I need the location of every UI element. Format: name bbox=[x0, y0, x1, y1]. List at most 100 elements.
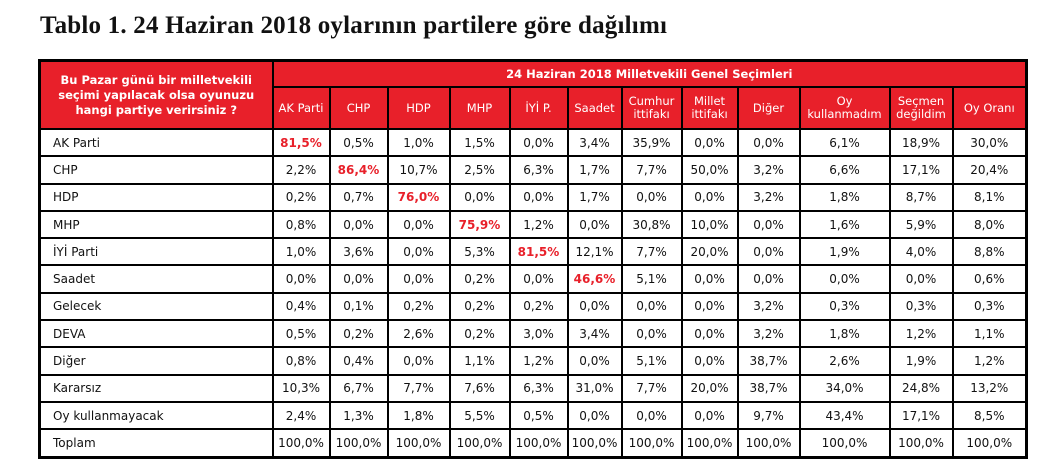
table-cell: 1,2% bbox=[951, 346, 1028, 376]
table-cell: 7,6% bbox=[448, 373, 511, 403]
table-cell: 43,4% bbox=[798, 400, 891, 431]
table-cell: 5,9% bbox=[888, 209, 954, 240]
column-header: CHP bbox=[328, 86, 389, 130]
table-cell: 3,6% bbox=[328, 237, 389, 267]
table-cell: 38,7% bbox=[736, 346, 801, 376]
table-cell: 0,0% bbox=[736, 264, 801, 294]
table-cell: 1,0% bbox=[386, 127, 451, 158]
table-cell: 10,7% bbox=[386, 155, 451, 185]
table-row: CHP 2,2% 86,4% 10,7% 2,5% 6,3% 1,7% 7,7% 50,0% 3,… bbox=[38, 155, 1028, 185]
table-cell: 100,0% bbox=[448, 428, 511, 459]
table-cell: 0,0% bbox=[736, 127, 801, 158]
table-cell: 7,7% bbox=[386, 373, 451, 403]
table-cell: 3,2% bbox=[736, 182, 801, 212]
row-label: CHP bbox=[38, 155, 274, 185]
table-cell: 0,3% bbox=[951, 291, 1028, 322]
table-cell: 6,3% bbox=[508, 373, 569, 403]
table-cell: 0,4% bbox=[328, 346, 389, 376]
column-header: Millet ittifakı bbox=[680, 86, 739, 130]
table-cell: 0,0% bbox=[736, 237, 801, 267]
table-cell: 1,1% bbox=[448, 346, 511, 376]
table-cell: 0,0% bbox=[620, 400, 683, 431]
table-cell: 5,5% bbox=[448, 400, 511, 431]
table-cell: 0,0% bbox=[620, 291, 683, 322]
table-row: AK Parti 81,5% 0,5% 1,0% 1,5% 0,0% 3,4% 35,9% 0,… bbox=[38, 127, 1028, 158]
table-cell: 0,2% bbox=[448, 291, 511, 322]
table-cell: 0,2% bbox=[448, 264, 511, 294]
table-cell: 7,7% bbox=[620, 155, 683, 185]
table-cell: 20,4% bbox=[951, 155, 1028, 185]
column-header: İYİ P. bbox=[508, 86, 569, 130]
table-cell: 100,0% bbox=[386, 428, 451, 459]
column-header: Oy Oranı bbox=[951, 86, 1028, 130]
table-cell: 6,3% bbox=[508, 155, 569, 185]
column-header: MHP bbox=[448, 86, 511, 130]
table-cell: 0,3% bbox=[798, 291, 891, 322]
table-cell: 0,3% bbox=[888, 291, 954, 322]
table-cell: 2,4% bbox=[271, 400, 331, 431]
table-cell: 0,0% bbox=[680, 346, 739, 376]
table-cell: 1,7% bbox=[566, 182, 623, 212]
table-cell: 0,0% bbox=[680, 264, 739, 294]
table-cell: 3,2% bbox=[736, 155, 801, 185]
table-cell: 0,5% bbox=[271, 319, 331, 349]
table-row: Toplam 100,0% 100,0% 100,0% 100,0% 100,0% 100,… bbox=[38, 428, 1028, 459]
table-cell: 34,0% bbox=[798, 373, 891, 403]
table-row: İYİ Parti 1,0% 3,6% 0,0% 5,3% 81,5% 12,1% 7,7% 2… bbox=[38, 237, 1028, 267]
table-cell: 0,0% bbox=[736, 209, 801, 240]
table-cell: 10,3% bbox=[271, 373, 331, 403]
table-cell: 24,8% bbox=[888, 373, 954, 403]
table-cell: 0,5% bbox=[508, 400, 569, 431]
table-cell: 17,1% bbox=[888, 155, 954, 185]
table-cell: 30,0% bbox=[951, 127, 1028, 158]
table-cell: 0,0% bbox=[271, 264, 331, 294]
table-cell: 1,2% bbox=[508, 346, 569, 376]
table-cell: 5,1% bbox=[620, 264, 683, 294]
table-cell: 5,1% bbox=[620, 346, 683, 376]
table-cell: 0,0% bbox=[680, 291, 739, 322]
table-cell: 7,7% bbox=[620, 237, 683, 267]
table-cell: 0,0% bbox=[566, 346, 623, 376]
table-cell: 18,9% bbox=[888, 127, 954, 158]
table-cell: 1,7% bbox=[566, 155, 623, 185]
row-label: Gelecek bbox=[38, 291, 274, 322]
table-cell: 30,8% bbox=[620, 209, 683, 240]
table-cell: 100,0% bbox=[736, 428, 801, 459]
table-cell: 1,8% bbox=[798, 319, 891, 349]
table-cell: 38,7% bbox=[736, 373, 801, 403]
table-cell: 0,0% bbox=[798, 264, 891, 294]
table-cell: 100,0% bbox=[508, 428, 569, 459]
table-cell: 0,0% bbox=[386, 264, 451, 294]
table-cell: 46,6% bbox=[566, 264, 623, 294]
table-cell: 2,6% bbox=[798, 346, 891, 376]
table-cell: 20,0% bbox=[680, 237, 739, 267]
column-header: Diğer bbox=[736, 86, 801, 130]
table-cell: 0,0% bbox=[566, 291, 623, 322]
table-cell: 0,2% bbox=[328, 319, 389, 349]
table-cell: 0,1% bbox=[328, 291, 389, 322]
table-cell: 100,0% bbox=[271, 428, 331, 459]
column-header: Oy kullanmadım bbox=[798, 86, 891, 130]
group-header: 24 Haziran 2018 Milletvekili Genel Seçim… bbox=[271, 59, 1028, 88]
table-cell: 0,2% bbox=[448, 319, 511, 349]
table-row: Kararsız 10,3% 6,7% 7,7% 7,6% 6,3% 31,0% 7,7% 20… bbox=[38, 373, 1028, 403]
table-cell: 8,5% bbox=[951, 400, 1028, 431]
table-cell: 81,5% bbox=[271, 127, 331, 158]
table-cell: 4,0% bbox=[888, 237, 954, 267]
row-label: İYİ Parti bbox=[38, 237, 274, 267]
table-cell: 0,8% bbox=[271, 209, 331, 240]
table-cell: 2,6% bbox=[386, 319, 451, 349]
table-cell: 0,0% bbox=[680, 182, 739, 212]
table-cell: 2,2% bbox=[271, 155, 331, 185]
table-cell: 100,0% bbox=[680, 428, 739, 459]
table-cell: 0,7% bbox=[328, 182, 389, 212]
column-header: Seçmen değildim bbox=[888, 86, 954, 130]
table-cell: 100,0% bbox=[328, 428, 389, 459]
table-cell: 8,1% bbox=[951, 182, 1028, 212]
table-cell: 20,0% bbox=[680, 373, 739, 403]
table-cell: 0,0% bbox=[888, 264, 954, 294]
table-row: Diğer 0,8% 0,4% 0,0% 1,1% 1,2% 0,0% 5,1% 0,0% 38,… bbox=[38, 346, 1028, 376]
table-cell: 31,0% bbox=[566, 373, 623, 403]
table-cell: 0,0% bbox=[566, 400, 623, 431]
table-cell: 0,0% bbox=[620, 319, 683, 349]
